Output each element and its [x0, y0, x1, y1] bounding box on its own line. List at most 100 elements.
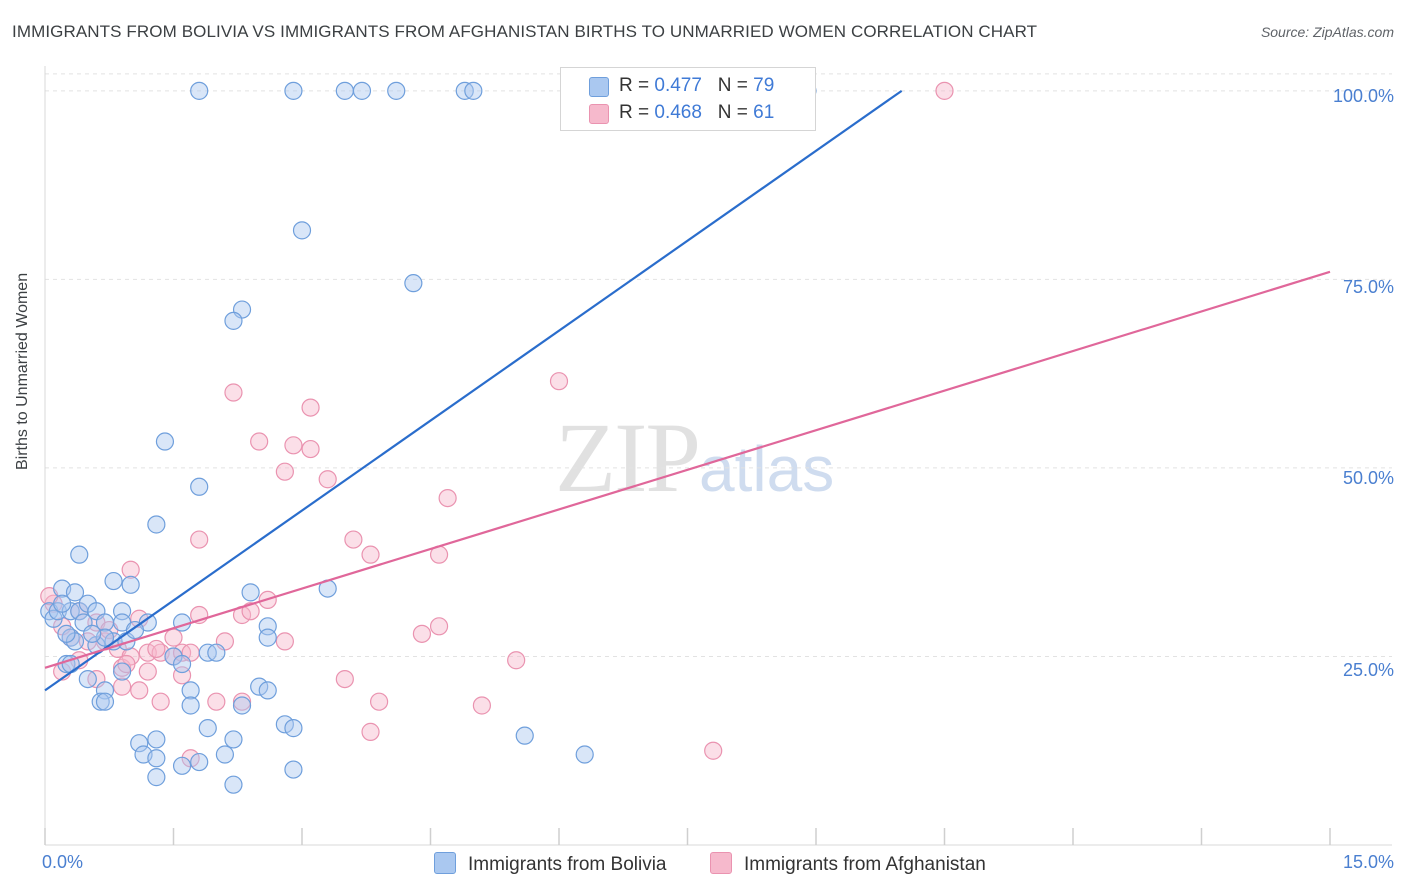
bolivia-point-64[interactable] — [224, 730, 243, 749]
bolivia-point-6[interactable] — [464, 81, 483, 100]
afghan-point-50[interactable] — [370, 692, 389, 711]
bolivia-point-56[interactable] — [130, 734, 149, 753]
bolivia-point-15[interactable] — [70, 545, 89, 564]
afghan-point-5[interactable] — [284, 436, 303, 455]
bolivia-point-19[interactable] — [241, 583, 260, 602]
bolivia-point-2[interactable] — [335, 81, 354, 100]
watermark: ZIPatlas — [555, 400, 834, 515]
bolivia-point-67[interactable] — [147, 768, 166, 787]
r-value: 0.468 — [654, 102, 702, 123]
bolivia-point-68[interactable] — [224, 775, 243, 794]
trend-lines — [44, 89, 1331, 692]
stats-legend: R = 0.477 N = 79 R = 0.468 N = 61 — [560, 67, 816, 131]
bolivia-point-62[interactable] — [198, 719, 217, 738]
afghan-point-14[interactable] — [121, 560, 140, 579]
bolivia-point-8[interactable] — [292, 221, 312, 240]
afghan-point-7[interactable] — [275, 462, 294, 481]
afghan-point-12[interactable] — [361, 545, 380, 564]
bolivia-point-55[interactable] — [232, 696, 252, 715]
afghan-point-21[interactable] — [241, 602, 260, 621]
afghan-point-10[interactable] — [190, 530, 209, 549]
bolivia-point-65[interactable] — [275, 715, 294, 734]
bolivia-point-9[interactable] — [404, 274, 423, 293]
bolivia-point-76[interactable] — [172, 654, 192, 674]
bolivia-point-59[interactable] — [147, 749, 166, 768]
afghan-point-45[interactable] — [112, 677, 132, 696]
bolivia-trend-line — [44, 89, 903, 692]
bolivia-point-71[interactable] — [575, 745, 594, 764]
afghan-point-43[interactable] — [429, 617, 449, 636]
n-value: 79 — [753, 75, 775, 96]
afghan-point-1[interactable] — [549, 372, 569, 391]
legend-item-bolivia[interactable]: Immigrants from Bolivia — [434, 852, 667, 876]
bolivia-point-49[interactable] — [91, 692, 110, 711]
afghanistan-swatch — [710, 852, 732, 874]
y-axis-label: Births to Unmarried Women — [14, 272, 31, 470]
stats-text: R = 0.468 N = 61 — [619, 102, 774, 124]
afghan-point-6[interactable] — [301, 439, 320, 459]
bolivia-point-70[interactable] — [515, 726, 534, 745]
bolivia-point-4[interactable] — [387, 81, 406, 100]
afghan-point-47[interactable] — [151, 692, 170, 711]
axes — [44, 66, 1392, 846]
bolivia-point-75[interactable] — [125, 620, 145, 640]
afghan-point-48[interactable] — [207, 692, 226, 711]
x-tick-label-max: 15.0% — [1342, 852, 1394, 872]
legend-item-afghanistan[interactable]: Immigrants from Afghanistan — [710, 852, 986, 876]
bolivia-point-51[interactable] — [181, 681, 200, 700]
afghan-point-44[interactable] — [507, 651, 526, 670]
n-label: N = — [717, 75, 748, 96]
afghan-point-59[interactable] — [147, 639, 166, 659]
afghan-point-42[interactable] — [412, 624, 432, 643]
bolivia-point-54[interactable] — [258, 681, 277, 700]
afghan-point-11[interactable] — [344, 530, 363, 549]
bolivia-point-13[interactable] — [190, 477, 209, 496]
bolivia-point-69[interactable] — [284, 760, 303, 779]
afghan-point-46[interactable] — [130, 681, 149, 700]
bolivia-point-17[interactable] — [104, 571, 123, 591]
bolivia-point-44[interactable] — [258, 628, 277, 647]
afghan-point-4[interactable] — [250, 432, 269, 451]
bolivia-point-14[interactable] — [147, 515, 166, 534]
bolivia-point-12[interactable] — [155, 432, 175, 451]
bolivia-point-1[interactable] — [284, 81, 303, 100]
bolivia-point-53[interactable] — [250, 677, 269, 696]
afghan-point-0[interactable] — [935, 81, 954, 100]
bolivia-point-0[interactable] — [190, 81, 209, 100]
bolivia-point-43[interactable] — [207, 643, 226, 662]
afghan-point-9[interactable] — [438, 488, 457, 508]
afghan-point-2[interactable] — [224, 383, 243, 402]
bolivia-point-63[interactable] — [215, 745, 234, 764]
bolivia-point-74[interactable] — [83, 624, 102, 643]
afghan-point-53[interactable] — [361, 722, 380, 741]
bolivia-point-50[interactable] — [95, 692, 115, 711]
bolivia-point-73[interactable] — [65, 583, 85, 602]
bolivia-point-47[interactable] — [112, 662, 132, 681]
bolivia-point-18[interactable] — [121, 575, 140, 594]
afghan-trend-line — [44, 270, 1331, 669]
bolivia-point-46[interactable] — [78, 669, 97, 689]
afghan-point-41[interactable] — [335, 669, 354, 689]
afghan-point-54[interactable] — [704, 741, 723, 760]
bolivia-point-3[interactable] — [352, 81, 372, 100]
bolivia-point-60[interactable] — [172, 756, 192, 775]
afghan-point-30[interactable] — [164, 628, 183, 647]
afghan-point-27[interactable] — [138, 643, 157, 662]
bolivia-point-77[interactable] — [57, 624, 76, 643]
afghan-point-34[interactable] — [275, 632, 294, 651]
bolivia-point-11[interactable] — [224, 311, 243, 330]
afghan-point-51[interactable] — [472, 696, 491, 715]
bolivia-point-61[interactable] — [190, 752, 209, 772]
afghan-point-8[interactable] — [318, 470, 337, 489]
source-prefix: Source: — [1260, 24, 1314, 40]
stats-text: R = 0.477 N = 79 — [619, 75, 774, 97]
r-value: 0.477 — [654, 75, 702, 96]
bolivia-point-72[interactable] — [53, 594, 72, 613]
bolivia-point-52[interactable] — [181, 696, 200, 715]
afghan-point-39[interactable] — [138, 662, 157, 681]
bolivia-point-57[interactable] — [147, 730, 166, 749]
afghan-point-3[interactable] — [301, 398, 320, 417]
x-tick-label-min: 0.0% — [42, 852, 84, 872]
bolivia-point-66[interactable] — [284, 719, 303, 738]
source-link[interactable]: ZipAtlas.com — [1313, 24, 1394, 40]
